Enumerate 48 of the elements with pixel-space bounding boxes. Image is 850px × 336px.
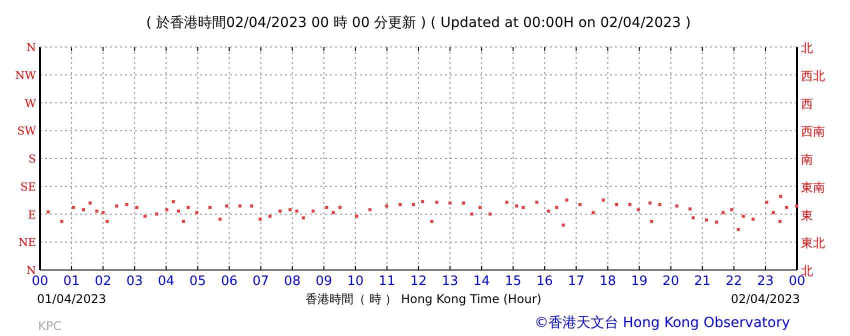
x-tick-label: 02 (94, 274, 112, 289)
category-label: E (28, 208, 36, 222)
x-tick-label: 22 (726, 274, 742, 289)
category-label: 南 (801, 152, 813, 166)
category-label: 西 (801, 96, 813, 111)
category-label: 西北 (801, 68, 825, 83)
chart-title: ( 於香港時間02/04/2023 00 時 00 分更新 ) ( Updated at 00:00H on 02/04/2023 ) (146, 15, 691, 31)
x-tick-label: 23 (757, 274, 774, 289)
x-tick-label: 21 (694, 274, 711, 289)
category-label: NW (15, 68, 36, 82)
category-label: 東北 (801, 236, 825, 250)
x-tick-label: 07 (252, 274, 270, 289)
category-label: 北 (801, 264, 813, 278)
category-label: 西南 (801, 124, 825, 139)
x-tick-label: 12 (410, 274, 427, 289)
category-label: S (28, 152, 36, 166)
category-label: SW (17, 124, 36, 138)
category-label: W (24, 96, 36, 110)
x-tick-label: 14 (473, 274, 490, 289)
category-label: NE (18, 236, 36, 250)
text: 02/04/2023 (730, 292, 800, 306)
category-label: N (26, 264, 36, 277)
x-tick-label: 08 (284, 274, 301, 289)
category-label: 北 (801, 41, 813, 55)
x-tick-label: 16 (536, 274, 553, 289)
x-tick-label: 15 (504, 274, 522, 289)
text: ©香港天文台 Hong Kong Observatory (534, 315, 790, 331)
text: KPC (38, 319, 62, 333)
x-tick-label: 10 (347, 274, 364, 289)
category-label: 東 (801, 208, 813, 222)
x-tick-label: 03 (126, 274, 143, 289)
x-tick-label: 09 (316, 274, 332, 289)
x-axis-title: 香港時間（ 時 ） Hong Kong Time (Hour) (306, 292, 542, 306)
category-label: N (26, 41, 36, 54)
x-tick-label: 00 (32, 274, 48, 289)
x-tick-label: 13 (442, 274, 458, 289)
category-label: 東南 (801, 180, 825, 194)
x-tick-label: 17 (568, 274, 584, 289)
x-tick-label: 18 (599, 274, 616, 289)
text: 01/04/2023 (37, 292, 106, 306)
x-tick-label: 05 (189, 274, 206, 289)
x-tick-label: 19 (631, 274, 648, 289)
x-tick-label: 04 (158, 274, 174, 289)
x-tick-label: 01 (63, 274, 80, 289)
x-tick-label: 20 (662, 274, 680, 289)
x-tick-label: 11 (378, 274, 396, 289)
category-label: SE (20, 180, 36, 194)
x-tick-label: 06 (220, 274, 238, 289)
